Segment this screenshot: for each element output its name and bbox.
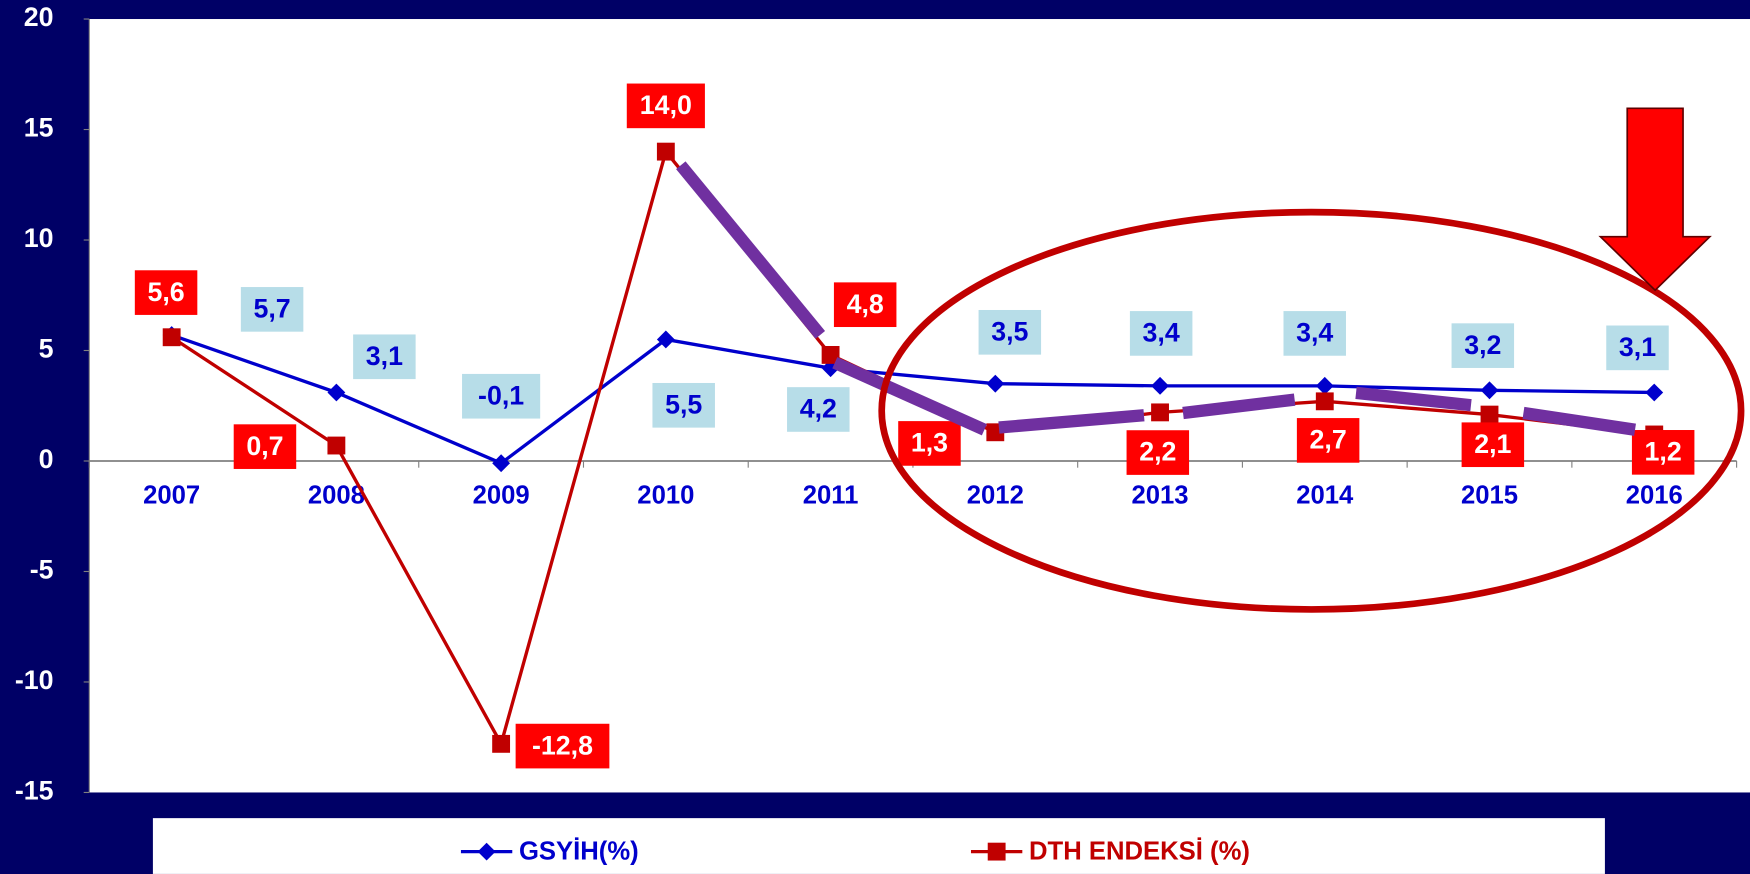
data-label: 0,7 — [246, 431, 283, 461]
data-label: 3,5 — [991, 317, 1028, 347]
data-label-box — [1451, 323, 1515, 368]
data-label: 3,4 — [1143, 318, 1180, 348]
marker — [656, 142, 675, 161]
marker — [162, 328, 181, 347]
data-label: 5,6 — [147, 277, 184, 307]
data-label-box — [353, 334, 416, 380]
data-label: 2,7 — [1310, 425, 1347, 455]
x-tick-label: 2016 — [1626, 481, 1683, 509]
x-tick-label: 2014 — [1296, 481, 1354, 509]
data-label: 4,2 — [800, 394, 837, 424]
series-line — [171, 333, 1655, 466]
highlight-ellipse — [878, 208, 1745, 613]
marker — [327, 436, 346, 455]
data-label-box — [833, 282, 897, 328]
marker — [1315, 376, 1334, 395]
marker — [821, 345, 840, 364]
x-tick-label: 2013 — [1132, 481, 1189, 509]
marker — [492, 454, 511, 473]
data-label: 3,2 — [1464, 330, 1501, 360]
x-tick-label: 2012 — [967, 481, 1024, 509]
legend-marker — [987, 842, 1006, 861]
x-tick-label: 2007 — [143, 481, 200, 509]
legend-label: GSYİH(%) — [519, 838, 639, 866]
x-tick-label: 2008 — [308, 481, 365, 509]
data-label-box — [1631, 430, 1695, 475]
legend-box — [152, 818, 1605, 874]
data-label-box — [1296, 418, 1360, 463]
data-label: 2,2 — [1139, 437, 1176, 467]
y-tick-label: 20 — [24, 2, 54, 32]
legend-label: DTH ENDEKSİ (%) — [1029, 838, 1250, 866]
marker — [1315, 392, 1334, 411]
data-label-box — [1283, 311, 1346, 356]
y-tick-label: -10 — [15, 665, 54, 695]
data-label: 1,2 — [1645, 437, 1682, 467]
data-label-box — [240, 287, 304, 332]
data-label-box — [1129, 311, 1193, 356]
arrow — [1598, 107, 1712, 292]
data-label-box — [652, 382, 715, 428]
marker — [327, 383, 346, 402]
data-label-box — [898, 421, 961, 466]
marker — [656, 330, 675, 349]
data-label: -12,8 — [532, 730, 593, 760]
data-label-box — [1606, 325, 1669, 371]
data-label-box — [515, 723, 610, 769]
marker — [1151, 403, 1169, 422]
marker — [1645, 383, 1664, 402]
data-label-box — [626, 83, 705, 129]
data-label: 3,4 — [1296, 318, 1333, 348]
data-label-box — [462, 373, 541, 419]
data-label-box — [978, 309, 1042, 355]
data-label-box — [787, 387, 850, 432]
data-label: 3,1 — [366, 341, 403, 371]
y-tick-label: 5 — [39, 334, 54, 364]
marker — [1480, 405, 1499, 424]
data-label: -0,1 — [478, 380, 524, 410]
data-label-box — [1461, 422, 1525, 468]
x-tick-label: 2015 — [1461, 481, 1518, 509]
y-tick-label: 0 — [39, 444, 54, 474]
y-tick-label: 15 — [24, 113, 54, 143]
data-label: 2,1 — [1474, 429, 1511, 459]
x-tick-label: 2011 — [803, 481, 859, 509]
data-label: 5,5 — [665, 389, 702, 419]
data-label: 3,1 — [1619, 332, 1656, 362]
data-label-box — [134, 270, 198, 315]
data-label: 1,3 — [911, 428, 948, 458]
legend-marker — [477, 842, 496, 861]
data-label: 5,7 — [253, 294, 290, 324]
marker — [1480, 381, 1499, 400]
data-label: 14,0 — [640, 90, 692, 120]
trend-highlight — [676, 161, 1636, 436]
y-tick-label: -15 — [15, 776, 54, 806]
data-label: 4,8 — [847, 289, 884, 319]
x-tick-label: 2009 — [473, 481, 530, 509]
y-tick-label: -5 — [30, 555, 54, 585]
marker — [492, 734, 511, 753]
marker — [986, 374, 1005, 393]
y-tick-label: 10 — [24, 223, 54, 253]
x-tick-label: 2010 — [637, 481, 694, 509]
data-label-box — [233, 424, 297, 469]
data-label-box — [1126, 430, 1190, 475]
